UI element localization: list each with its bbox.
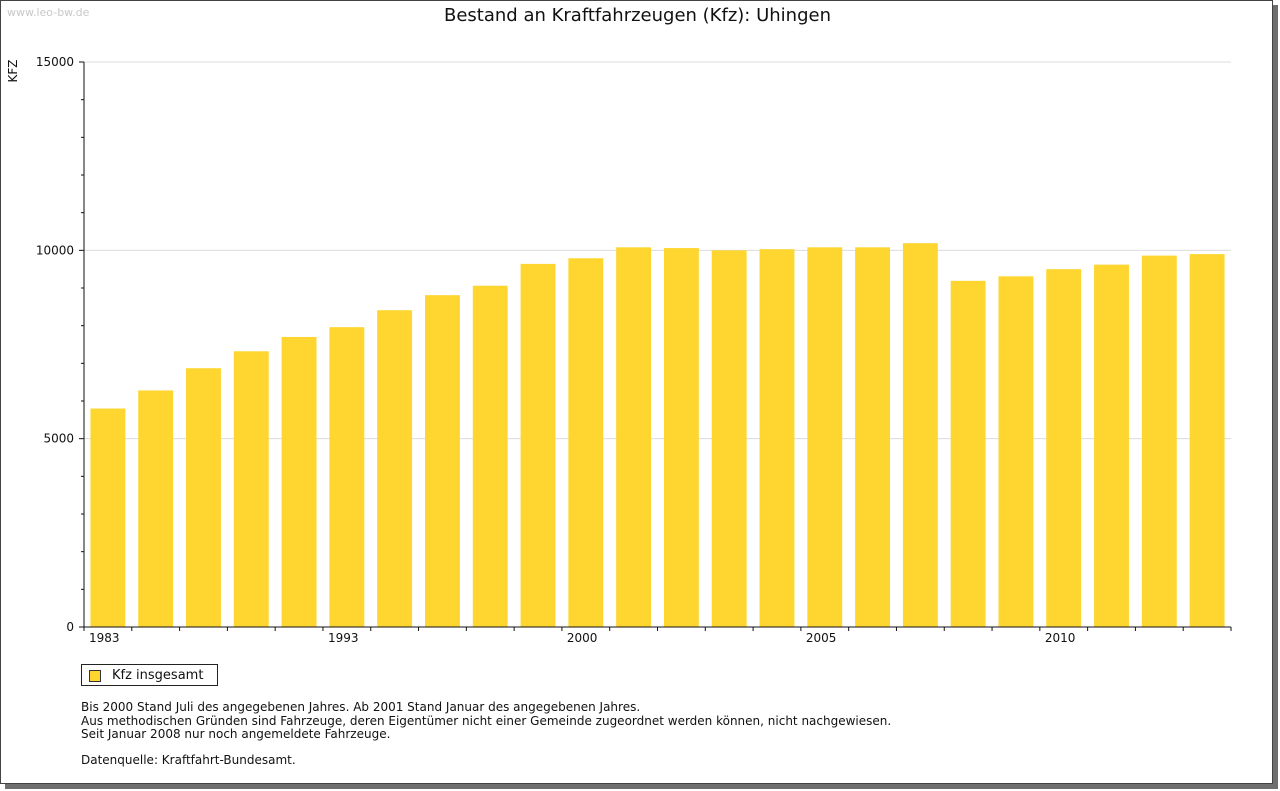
footnotes: Bis 2000 Stand Juli des angegebenen Jahr… (81, 700, 892, 742)
y-axis-label: KFZ (6, 60, 20, 83)
grid-lines (84, 61, 1231, 440)
bar-15 (807, 247, 843, 627)
footnote-line-2: Aus methodischen Gründen sind Fahrzeuge,… (81, 713, 892, 728)
bar-8 (472, 285, 508, 627)
bar-17 (902, 243, 938, 627)
bar-chart: 0 5000 10000 15000 1983 1993 2000 2005 2010 KFZ (6, 55, 1232, 645)
bar-0 (90, 408, 126, 627)
bar-series (90, 243, 1225, 628)
bar-19 (998, 276, 1034, 627)
x-tick-label-2010: 2010 (1045, 631, 1076, 645)
footnote-line-1: Bis 2000 Stand Juli des angegebenen Jahr… (81, 700, 641, 714)
x-tick-label-1983: 1983 (89, 631, 120, 645)
x-tick-label-1993: 1993 (328, 631, 359, 645)
bar-11 (616, 247, 652, 627)
legend: Kfz insgesamt (81, 664, 218, 686)
bar-14 (759, 249, 795, 627)
bar-4 (281, 336, 317, 627)
bar-5 (329, 327, 365, 627)
y-axis-ticks: 0 5000 10000 15000 (36, 55, 84, 634)
x-tick-label-2000: 2000 (567, 631, 598, 645)
bar-18 (950, 280, 986, 627)
bar-13 (711, 250, 747, 628)
chart-title: Bestand an Kraftfahrzeugen (Kfz): Uhinge… (444, 5, 831, 26)
x-tick-label-2005: 2005 (806, 631, 837, 645)
legend-swatch (89, 670, 101, 682)
watermark: www.leo-bw.de (7, 6, 90, 19)
x-axis-ticks: 1983 1993 2000 2005 2010 (83, 627, 1232, 645)
bar-7 (424, 295, 460, 627)
bar-16 (855, 247, 891, 627)
bar-9 (520, 263, 556, 627)
bar-21 (1094, 264, 1129, 627)
legend-label: Kfz insgesamt (112, 668, 204, 683)
bar-20 (1046, 269, 1082, 627)
bar-2 (186, 368, 221, 627)
bar-1 (138, 390, 174, 627)
y-tick-label-15000: 15000 (36, 55, 74, 69)
bar-3 (233, 351, 269, 627)
bar-23 (1189, 254, 1225, 627)
y-tick-label-5000: 5000 (43, 432, 74, 446)
bar-22 (1141, 255, 1177, 627)
bar-10 (568, 258, 604, 627)
footnote-line-3: Seit Januar 2008 nur noch angemeldete Fa… (81, 727, 391, 741)
bar-12 (663, 248, 699, 627)
y-tick-label-0: 0 (66, 620, 74, 634)
data-source: Datenquelle: Kraftfahrt-Bundesamt. (81, 753, 296, 767)
bar-6 (377, 310, 413, 627)
y-tick-label-10000: 10000 (36, 243, 74, 257)
